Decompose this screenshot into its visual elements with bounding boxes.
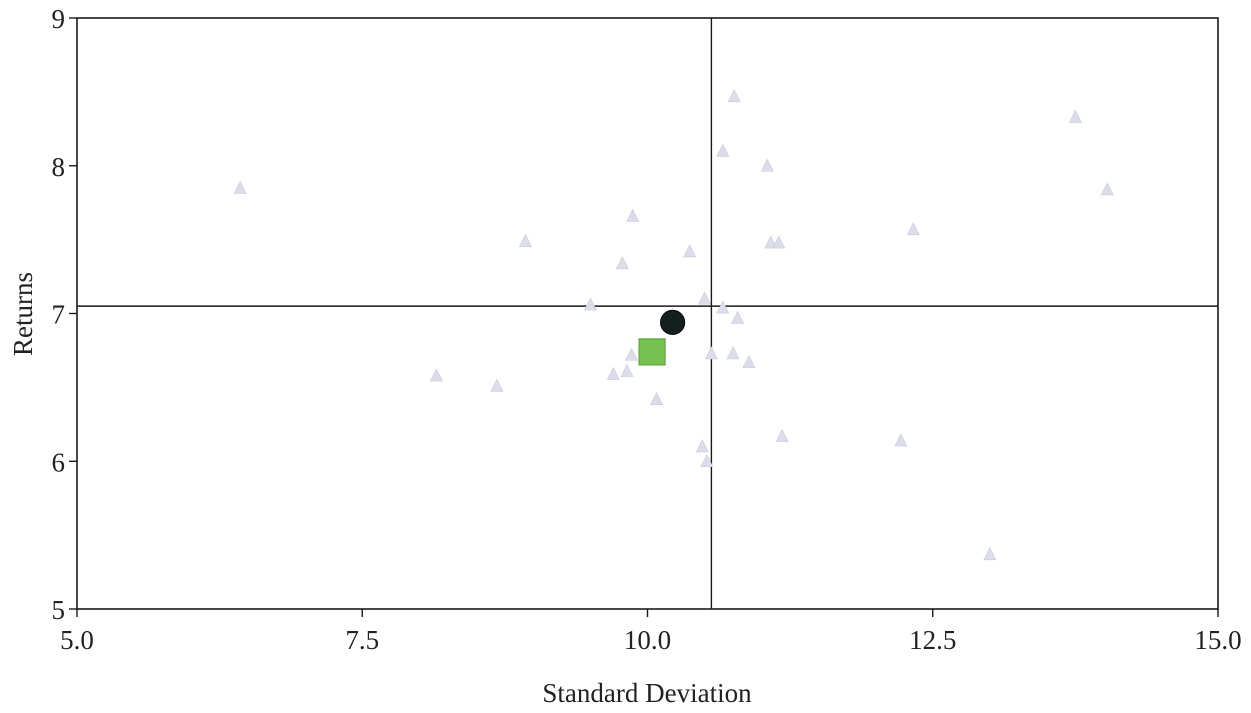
triangle-point [894, 433, 908, 447]
triangle-point [695, 439, 709, 453]
triangle-point [760, 158, 774, 172]
x-tick-label: 12.5 [909, 625, 956, 655]
data-points [233, 89, 1114, 561]
circle-point [660, 309, 686, 335]
triangle-point [1100, 182, 1114, 196]
triangle-point [620, 363, 634, 377]
triangle-point [626, 208, 640, 222]
y-tick-label: 5 [52, 595, 66, 625]
triangle-point [625, 347, 639, 361]
x-tick-label: 7.5 [345, 625, 379, 655]
triangle-point [704, 346, 718, 360]
y-tick-label: 6 [52, 447, 66, 477]
triangle-point [716, 300, 730, 314]
triangle-point [726, 346, 740, 360]
triangle-point [742, 355, 756, 369]
axes [69, 17, 1219, 617]
triangle-point [906, 222, 920, 236]
triangle-point [615, 256, 629, 270]
triangle-point [429, 368, 443, 382]
triangle-point [1068, 109, 1082, 123]
triangle-point [606, 366, 620, 380]
triangle-point [731, 310, 745, 324]
triangle-point [727, 89, 741, 103]
reference-lines [77, 18, 1218, 609]
triangle-point [764, 235, 778, 249]
triangle-point [518, 233, 532, 247]
plot-frame [76, 17, 1219, 610]
square-point [638, 338, 666, 366]
triangle-point [700, 454, 714, 468]
triangle-point [775, 428, 789, 442]
y-tick-label: 9 [52, 4, 66, 34]
triangle-point [716, 143, 730, 157]
y-tick-label: 7 [52, 300, 66, 330]
x-tick-label: 15.0 [1194, 625, 1241, 655]
y-tick-label: 8 [52, 152, 66, 182]
x-tick-label: 5.0 [60, 625, 94, 655]
x-tick-label: 10.0 [624, 625, 671, 655]
triangle-point [583, 297, 597, 311]
triangle-point [233, 180, 247, 194]
x-axis-label: Standard Deviation [542, 678, 752, 708]
triangle-point [983, 547, 997, 561]
triangle-point [683, 244, 697, 258]
y-axis-label: Returns [8, 272, 38, 356]
triangle-point [698, 291, 712, 305]
triangle-point [490, 378, 504, 392]
tick-labels: 5.0 7.5 10.0 12.5 15.0 5 6 7 8 9 [52, 4, 1242, 655]
triangle-point [772, 235, 786, 249]
triangle-point [650, 392, 664, 405]
